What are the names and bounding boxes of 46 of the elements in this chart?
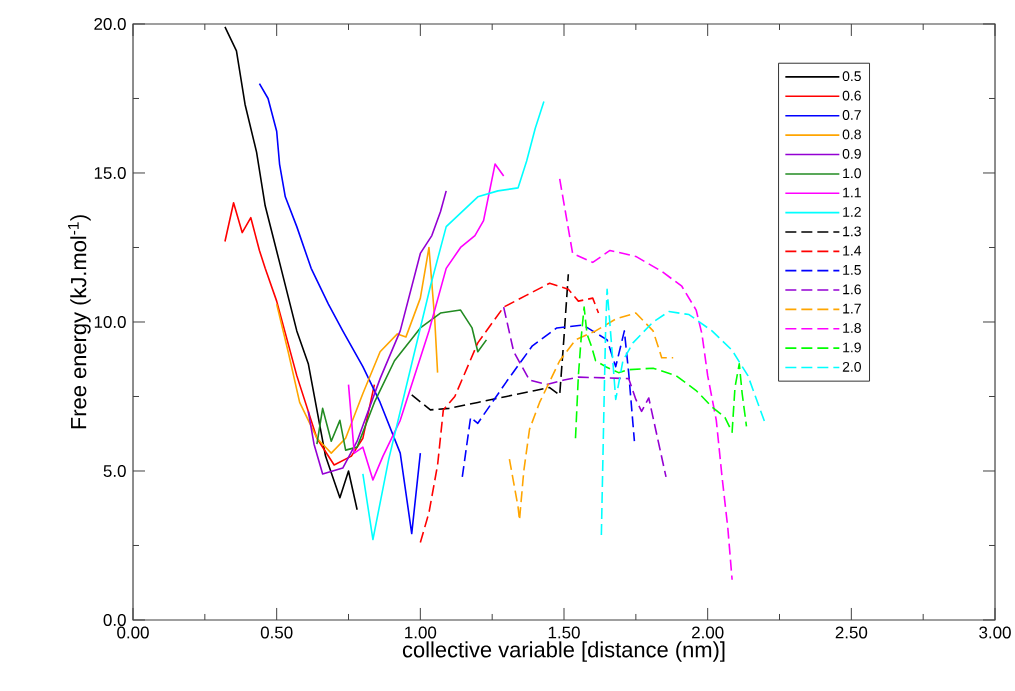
x-tick-label: 2.50 — [835, 626, 868, 639]
x-tick-label: 1.50 — [548, 626, 580, 639]
line-series — [558, 178, 733, 581]
line-series — [224, 201, 376, 466]
legend-label: 1.3 — [843, 226, 861, 237]
line-series — [275, 246, 439, 454]
line-series — [419, 282, 600, 544]
x-axis-title: collective variable [distance (nm)] — [402, 641, 725, 662]
line-series — [461, 324, 636, 478]
y-tick-label: 15.0 — [94, 166, 126, 179]
x-tick-label: 1.00 — [405, 626, 437, 639]
legend-label: 1.4 — [843, 245, 862, 256]
x-tick-label: 0.00 — [117, 626, 149, 639]
y-tick-label: 0.0 — [103, 613, 126, 626]
legend-label: 0.8 — [842, 129, 861, 140]
y-tick-label: 10.0 — [94, 315, 126, 328]
legend-label: 1.2 — [843, 206, 861, 217]
legend-label: 1.0 — [843, 168, 861, 179]
line-series — [362, 100, 545, 541]
legend-label: 0.6 — [842, 90, 861, 101]
x-tick-label: 0.50 — [260, 626, 293, 639]
legend-label: 1.1 — [843, 187, 861, 198]
line-series — [502, 306, 667, 478]
y-tick-label: 20.0 — [94, 17, 126, 30]
legend-label: 0.9 — [842, 148, 861, 159]
line-series — [508, 312, 674, 521]
line-series — [316, 309, 488, 451]
legend-label: 2.0 — [842, 361, 861, 372]
legend-label: 1.6 — [843, 284, 861, 295]
legend-label: 1.7 — [843, 303, 861, 314]
y-axis-title: Free energy (kJ.mol$^{-1}$) — [68, 215, 91, 429]
legend-label: 1.9 — [843, 342, 861, 353]
line-series — [600, 288, 766, 536]
y-tick-label: 5.0 — [103, 464, 126, 477]
line-series — [347, 163, 505, 481]
x-tick-label: 3.00 — [979, 626, 1011, 639]
x-tick-label: 2.00 — [692, 626, 724, 639]
legend-label: 1.5 — [843, 265, 861, 275]
legend-label: 0.7 — [842, 110, 861, 120]
line-series — [574, 306, 748, 439]
line-series — [224, 26, 358, 511]
legend-label: 1.8 — [843, 323, 861, 333]
legend-label: 0.5 — [842, 71, 861, 82]
line-series — [258, 82, 422, 535]
line-series — [410, 273, 570, 411]
line-series — [307, 190, 447, 475]
